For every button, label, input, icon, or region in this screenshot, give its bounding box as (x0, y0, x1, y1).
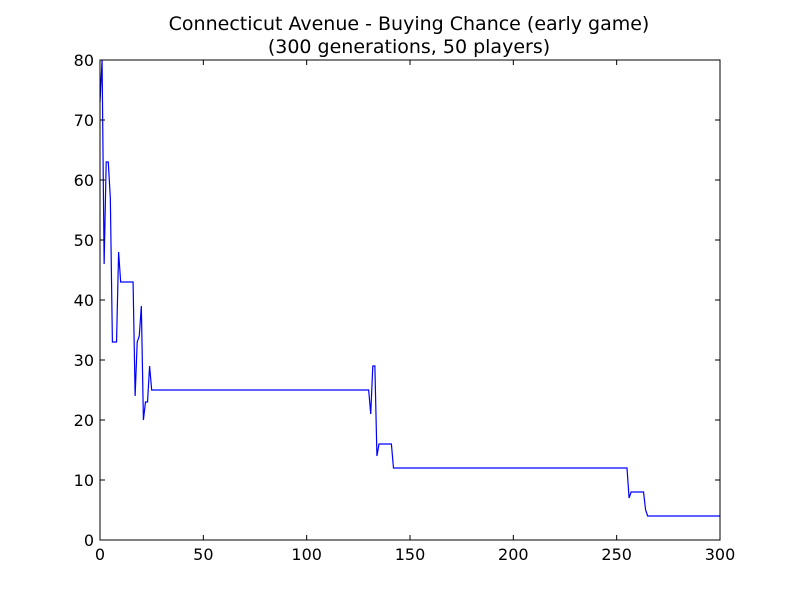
y-tick-label: 0 (84, 531, 94, 550)
x-tick-label: 50 (193, 545, 213, 564)
y-tick-label: 10 (74, 471, 94, 490)
x-tick-label: 300 (705, 545, 736, 564)
x-tick-label: 150 (395, 545, 426, 564)
y-tick-label: 70 (74, 111, 94, 130)
x-tick-label: 250 (601, 545, 632, 564)
y-tick-label: 80 (74, 51, 94, 70)
y-tick-label: 50 (74, 231, 94, 250)
series-line-0 (99, 59, 720, 517)
y-tick-label: 30 (74, 351, 94, 370)
y-tick-label: 60 (74, 171, 94, 190)
chart-subtitle: (300 generations, 50 players) (268, 36, 550, 58)
x-tick-label: 200 (498, 545, 529, 564)
y-tick-label: 40 (74, 291, 94, 310)
x-tick-label: 100 (291, 545, 322, 564)
chart-title: Connecticut Avenue - Buying Chance (earl… (169, 13, 650, 35)
x-tick-label: 0 (95, 545, 105, 564)
plot-area: 0 50 100 150 200 250 300 0 10 20 30 40 50 60 70 80 (74, 51, 736, 564)
y-tick-label: 20 (74, 411, 94, 430)
